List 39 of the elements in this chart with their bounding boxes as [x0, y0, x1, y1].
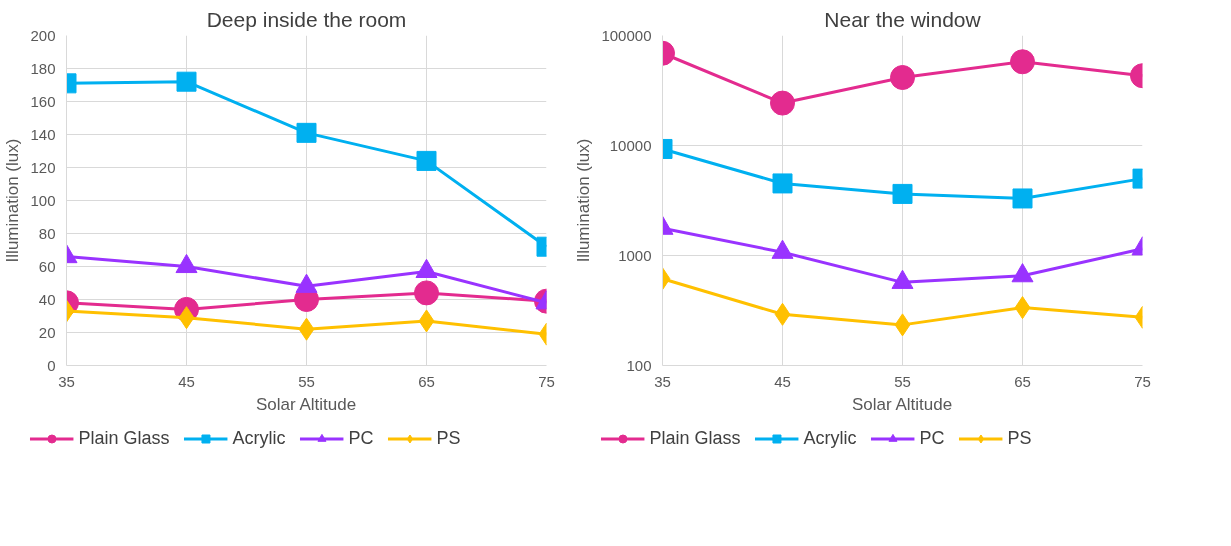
chart-title: Near the window	[824, 7, 982, 31]
y-tick-label: 20	[38, 323, 56, 341]
y-tick-label: 40	[38, 290, 56, 308]
y-axis-title: Illumination (lux)	[574, 138, 594, 263]
x-tick-label: 45	[178, 372, 195, 390]
x-tick-label: 75	[1134, 372, 1151, 390]
y-tick-label: 10000	[609, 136, 652, 154]
y-tick-label: 100	[30, 191, 56, 209]
y-axis-title: Illumination (lux)	[3, 138, 23, 263]
x-tick-label: 75	[538, 372, 555, 390]
y-tick-label: 200	[30, 26, 56, 44]
x-tick-label: 35	[58, 372, 75, 390]
legend-label: PS	[1007, 427, 1032, 449]
chart-title: Deep inside the room	[206, 7, 407, 31]
x-tick-label: 65	[1014, 372, 1031, 390]
y-tick-label: 1000	[618, 246, 652, 264]
x-tick-label: 55	[894, 372, 911, 390]
legend-label: Acrylic	[803, 427, 857, 449]
legend-label: PC	[348, 427, 374, 449]
y-tick-label: 0	[47, 356, 56, 374]
y-tick-label: 180	[30, 59, 56, 77]
y-tick-label: 60	[38, 257, 56, 275]
y-tick-label: 140	[30, 125, 56, 143]
x-tick-label: 45	[774, 372, 791, 390]
x-tick-label: 35	[654, 372, 671, 390]
y-tick-label: 160	[30, 92, 56, 110]
y-tick-label: 100	[626, 356, 652, 374]
x-axis-title: Solar Altitude	[255, 394, 357, 414]
y-tick-label: 120	[30, 158, 56, 176]
legend-label: PS	[436, 427, 461, 449]
legend-label: Acrylic	[232, 427, 286, 449]
x-tick-label: 55	[298, 372, 315, 390]
y-tick-label: 80	[38, 224, 56, 242]
x-axis-title: Solar Altitude	[851, 394, 953, 414]
legend-label: Plain Glass	[78, 427, 170, 449]
legend-label: PC	[919, 427, 945, 449]
x-tick-label: 65	[418, 372, 435, 390]
legend-label: Plain Glass	[649, 427, 741, 449]
y-tick-label: 100000	[601, 26, 652, 44]
